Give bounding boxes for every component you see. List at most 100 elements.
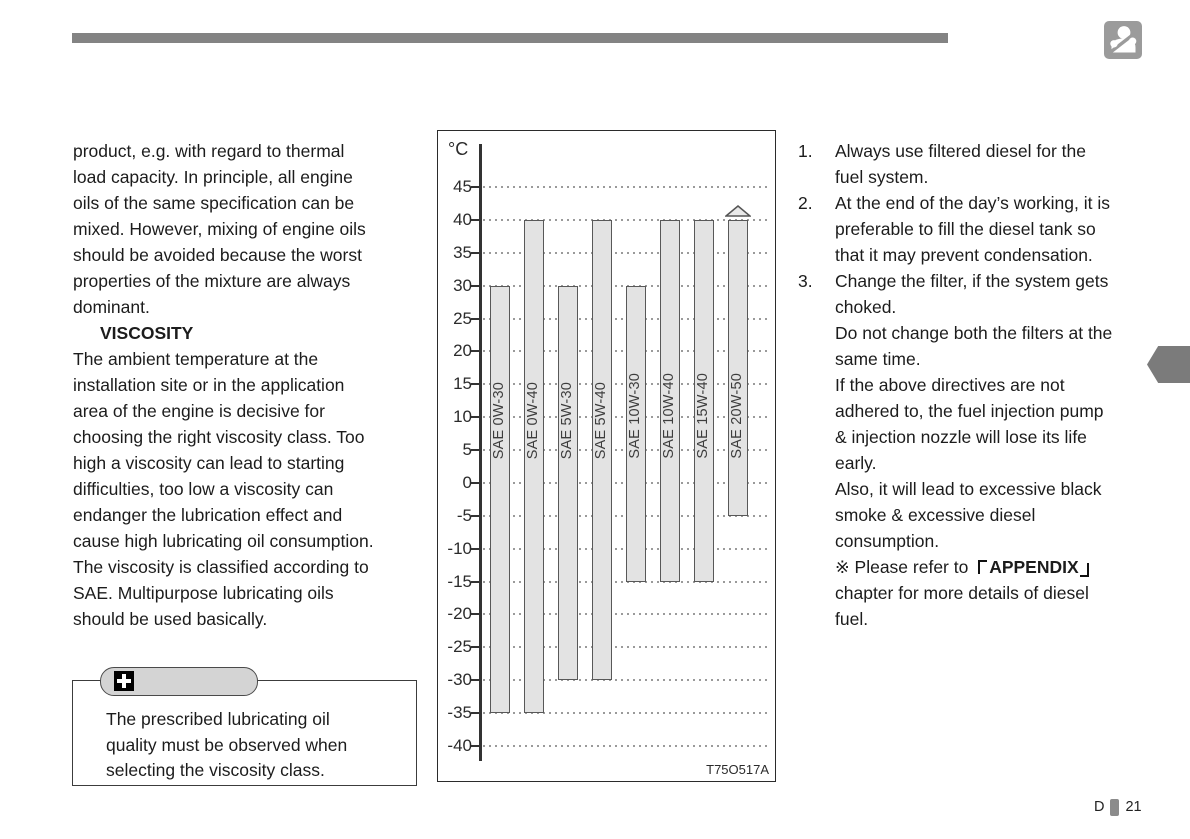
page-number: 21 xyxy=(1125,799,1142,815)
tick-label: -35 xyxy=(447,703,472,723)
figure-code: T75O517A xyxy=(706,762,769,777)
bar-label: SAE 0W-30 xyxy=(491,381,507,459)
tick-label: -25 xyxy=(447,637,472,657)
tick-label: 25 xyxy=(453,308,472,328)
text-line: properties of the mixture are always xyxy=(73,271,351,291)
text-line: & injection nozzle will lose its life xyxy=(835,427,1087,447)
text-line: preferable to fill the diesel tank so xyxy=(835,219,1096,239)
text-line: Also, it will lead to excessive black xyxy=(835,479,1102,499)
viscosity-bar xyxy=(490,285,510,714)
bar-label: SAE 15W-40 xyxy=(695,373,711,459)
text-line: fuel system. xyxy=(835,167,929,187)
above-max-arrow-icon xyxy=(725,204,751,217)
viscosity-heading: VISCOSITY xyxy=(100,323,194,343)
grid-line xyxy=(483,218,771,221)
axis-tick xyxy=(471,744,480,747)
axis-tick xyxy=(471,186,480,188)
text-line: product, e.g. with regard to thermal xyxy=(73,141,345,161)
note-text: The prescribed lubricating oil quality mu… xyxy=(106,707,347,784)
grid-line xyxy=(483,613,771,616)
list-item: 1. Always use filtered diesel for the fue… xyxy=(798,138,1190,190)
text-line: selecting the viscosity class. xyxy=(106,760,325,780)
text-line: chapter for more details of diesel xyxy=(835,583,1089,603)
note-tab xyxy=(100,667,258,696)
tick-label: -15 xyxy=(447,571,472,591)
text-line: choked. xyxy=(835,297,897,317)
axis-tick xyxy=(471,251,480,254)
tick-label: 0 xyxy=(462,472,472,492)
text-line: The prescribed lubricating oil xyxy=(106,709,330,729)
left-text-column: product, e.g. with regard to thermal load… xyxy=(73,138,443,632)
tick-label: 45 xyxy=(453,177,472,196)
viscosity-bar xyxy=(660,219,680,582)
item-number: 1. xyxy=(798,141,813,161)
tick-label: 15 xyxy=(453,374,472,394)
corner-bracket-close-icon xyxy=(1079,563,1089,577)
text-line: high a viscosity can lead to starting xyxy=(73,453,345,473)
tick-label: 5 xyxy=(462,440,472,460)
text-line: that it may prevent condensation. xyxy=(835,245,1093,265)
text-line: area of the engine is decisive for xyxy=(73,401,325,421)
viscosity-chart-plot: °C 45 40 35 30 25 20 15 10 5 0 -5 -10 -15 -20 -25 -30 -3… xyxy=(438,131,775,781)
axis-tick xyxy=(471,317,480,320)
y-axis-line xyxy=(478,144,482,761)
appendix-word: APPENDIX xyxy=(989,557,1079,577)
bar-label: SAE 5W-40 xyxy=(593,381,609,459)
tick-label: -30 xyxy=(447,670,472,690)
viscosity-bar xyxy=(626,285,646,582)
axis-tick xyxy=(471,613,480,616)
viscosity-bar xyxy=(728,219,748,516)
plus-icon xyxy=(114,671,134,691)
viscosity-chart-figure: °C 45 40 35 30 25 20 15 10 5 0 -5 -10 -15 -20 -25 -30 -3… xyxy=(437,130,776,782)
text-line: If the above directives are not xyxy=(835,375,1065,395)
text-line: SAE. Multipurpose lubricating oils xyxy=(73,583,334,603)
text-line: fuel. xyxy=(835,609,869,629)
axis-tick xyxy=(471,350,480,353)
text-line: cause high lubricating oil consumption. xyxy=(73,531,374,551)
axis-tick xyxy=(471,547,480,550)
top-rule xyxy=(72,33,948,43)
axis-tick xyxy=(471,712,480,715)
axis-tick xyxy=(471,383,480,386)
item-number: 3. xyxy=(798,271,813,291)
viscosity-bar xyxy=(592,219,612,681)
text-line: The ambient temperature at the xyxy=(73,349,319,369)
text-line: Do not change both the filters at the xyxy=(835,323,1113,343)
list-item: 3. Change the filter, if the system gets… xyxy=(798,268,1190,632)
grid-line xyxy=(483,251,771,254)
bar-label: SAE 10W-40 xyxy=(661,373,677,459)
axis-tick xyxy=(471,679,480,682)
text-line: dominant. xyxy=(73,297,150,317)
axis-tick xyxy=(471,449,480,452)
item-number: 2. xyxy=(798,193,813,213)
text-line: Always use filtered diesel for the xyxy=(835,141,1086,161)
tick-label: 20 xyxy=(453,341,472,361)
text-line: early. xyxy=(835,453,877,473)
viscosity-bar xyxy=(524,219,544,714)
grid-line xyxy=(483,580,771,583)
paragraph-viscosity: The ambient temperature at the installati… xyxy=(73,346,443,632)
text-line: oils of the same specification can be xyxy=(73,193,355,213)
unit-label: °C xyxy=(448,139,469,159)
right-text-column: 1. Always use filtered diesel for the fue… xyxy=(798,138,1190,632)
tick-label: -5 xyxy=(456,505,472,525)
text-line: should be avoided because the worst xyxy=(73,245,362,265)
page-divider-bar xyxy=(1110,798,1120,816)
bar-label: SAE 20W-50 xyxy=(729,373,745,459)
text-line: same time. xyxy=(835,349,921,369)
text-line: smoke & excessive diesel xyxy=(835,505,1036,525)
text-line: consumption. xyxy=(835,531,940,551)
tick-label: 35 xyxy=(453,242,472,262)
corner-bracket-open-icon xyxy=(978,560,988,574)
axis-tick xyxy=(471,416,480,419)
text-line: choosing the right viscosity class. Too xyxy=(73,427,365,447)
text-line: mixed. However, mixing of engine oils xyxy=(73,219,366,239)
grid-line xyxy=(483,679,771,682)
text-line: load capacity. In principle, all engine xyxy=(73,167,353,187)
grid-line xyxy=(483,744,771,747)
text-line: quality must be observed when xyxy=(106,734,348,755)
axis-tick xyxy=(471,646,480,649)
text-line: The viscosity is classified according to xyxy=(73,557,369,577)
page-footer: D 21 xyxy=(1094,798,1142,816)
operator-seat-icon xyxy=(1104,21,1142,59)
